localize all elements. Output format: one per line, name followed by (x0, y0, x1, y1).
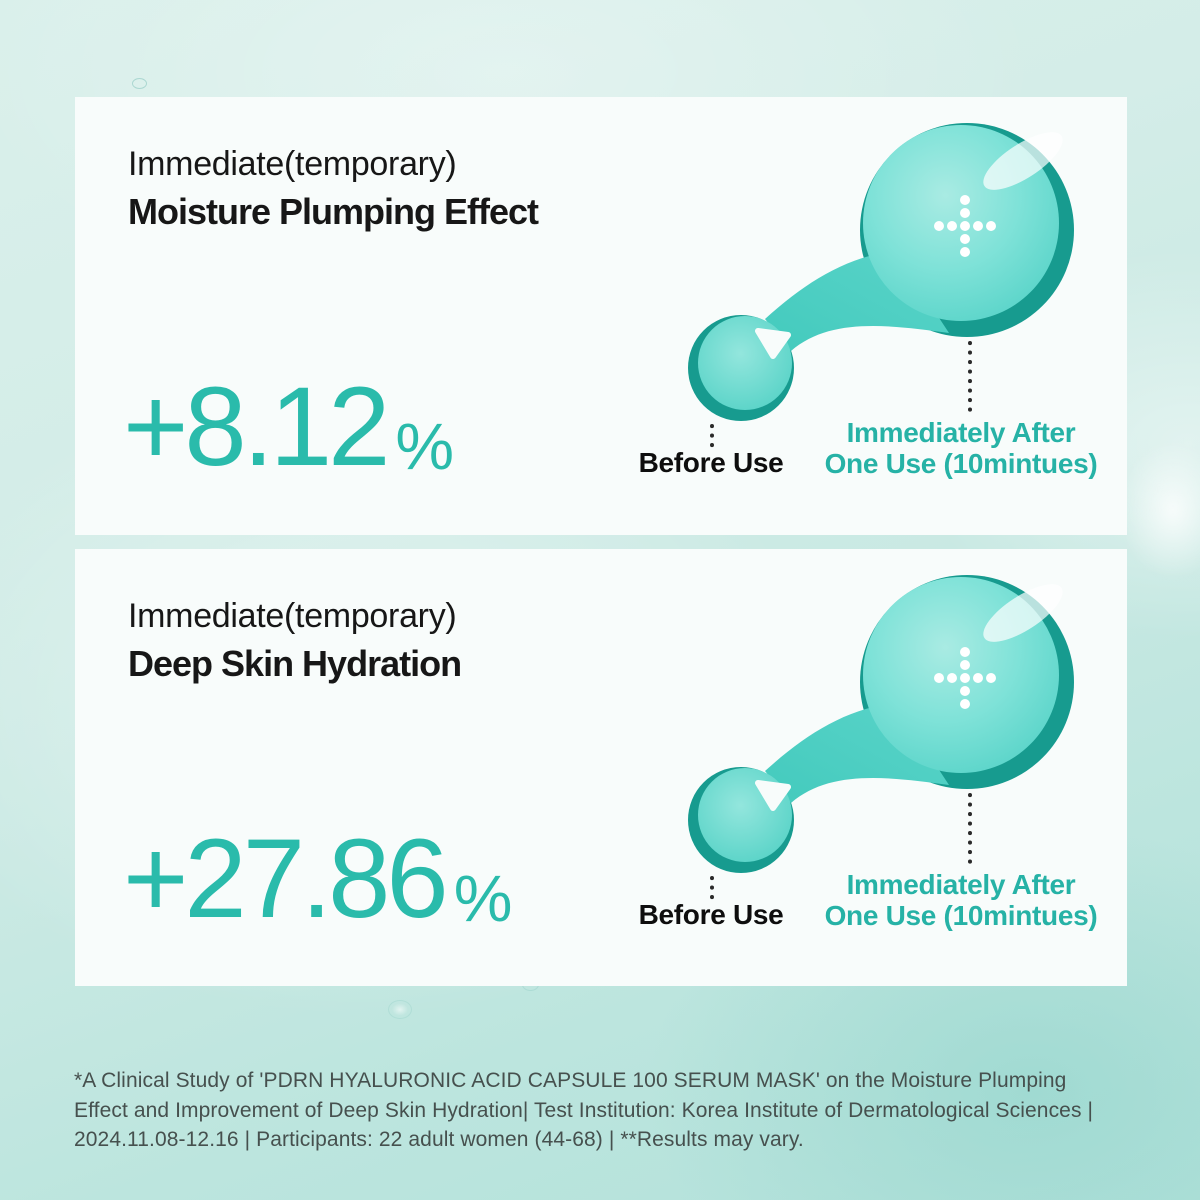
panel-title: Immediate(temporary) Moisture Plumping E… (128, 141, 539, 237)
result-percentage: +8.12 % (123, 371, 454, 483)
before-bubble (698, 316, 792, 410)
after-use-label-line2: One Use (10mintues) (824, 448, 1098, 479)
result-percentage-number: +27.86 (123, 816, 449, 941)
background-droplet (132, 78, 147, 89)
panel-title-condition: Immediate(temporary) (128, 145, 457, 183)
result-percentage-unit: % (395, 409, 455, 483)
before-use-label: Before Use (638, 899, 784, 930)
result-percentage: +27.86 % (123, 823, 512, 935)
after-use-label: Immediately After One Use (10mintues) (791, 417, 1131, 479)
footnote-line: 2024.11.08-12.16 | Participants: 22 adul… (74, 1128, 804, 1151)
footnote-line: Effect and Improvement of Deep Skin Hydr… (74, 1098, 1094, 1122)
result-percentage-number: +8.12 (123, 364, 390, 489)
before-use-label: Before Use (638, 447, 784, 478)
bubble-reflection (983, 132, 1063, 190)
result-percentage-unit: % (453, 861, 513, 935)
footnote-line: *A Clinical Study of 'PDRN HYALURONIC AC… (74, 1069, 1067, 1092)
background-droplet (388, 1000, 412, 1019)
before-bubble (698, 768, 792, 862)
after-use-label-line1: Immediately After (846, 417, 1076, 448)
after-use-label: Immediately After One Use (10mintues) (791, 869, 1131, 931)
result-panel-deep-skin-hydration: Immediate(temporary) Deep Skin Hydration… (75, 549, 1127, 986)
panel-title-condition: Immediate(temporary) (128, 597, 457, 635)
panel-title-metric: Deep Skin Hydration (128, 643, 462, 684)
before-after-bubbles-illustration (688, 123, 1074, 456)
result-panel-moisture-plumping: Immediate(temporary) Moisture Plumping E… (75, 97, 1127, 535)
plus-dots-icon (934, 647, 996, 709)
triangle-highlight-icon (755, 780, 791, 811)
after-use-label-line1: Immediately After (846, 869, 1076, 900)
bubble-reflection (983, 584, 1063, 642)
panel-title: Immediate(temporary) Deep Skin Hydration (128, 593, 462, 689)
plus-dots-icon (934, 195, 996, 257)
after-use-label-line2: One Use (10mintues) (824, 900, 1098, 931)
triangle-highlight-icon (755, 328, 791, 359)
clinical-study-footnote: *A Clinical Study of 'PDRN HYALURONIC AC… (74, 1066, 1093, 1155)
before-after-bubbles-illustration (688, 575, 1074, 908)
panel-title-metric: Moisture Plumping Effect (128, 191, 539, 232)
